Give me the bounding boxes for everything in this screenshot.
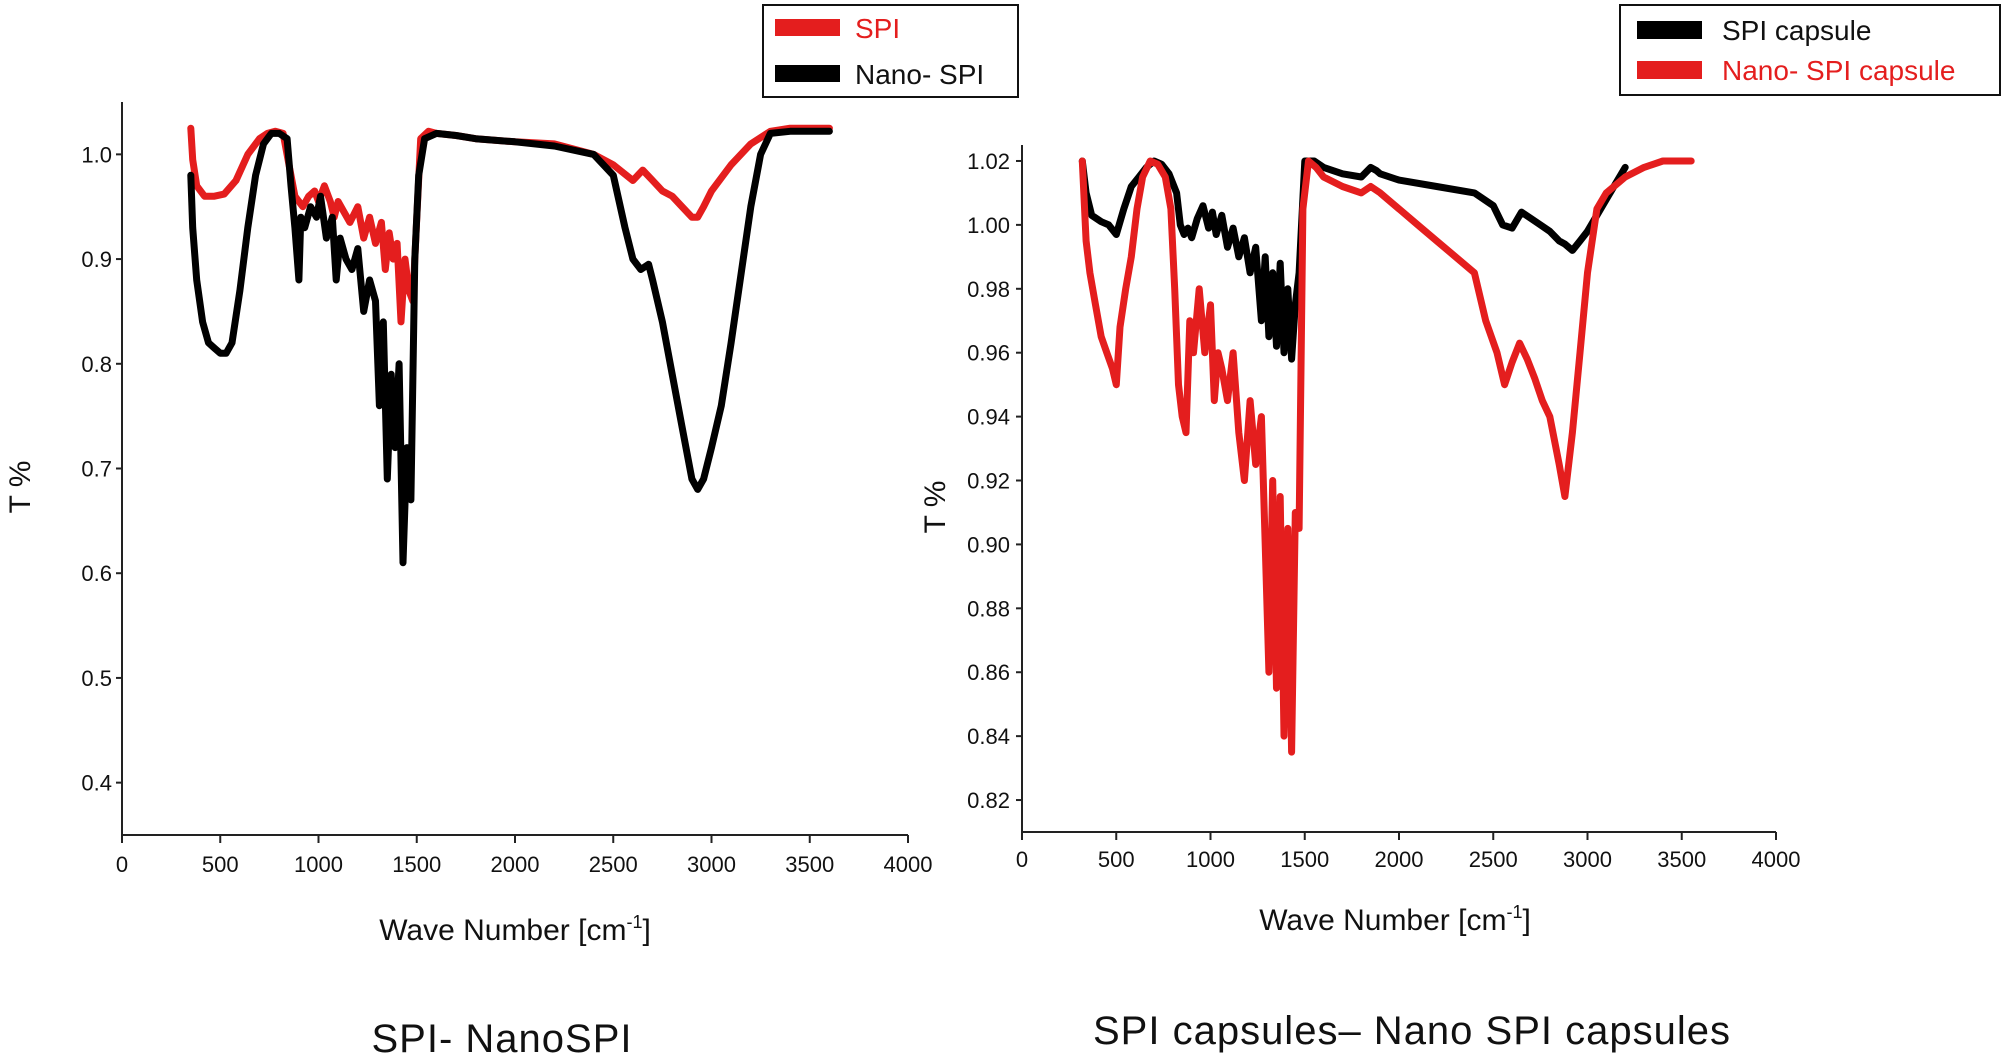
legend-label-spi-capsule: SPI capsule <box>1722 15 1871 46</box>
x-tick-label: 3000 <box>687 852 736 877</box>
y-tick-label: 0.84 <box>967 724 1010 749</box>
plot-area-spi-nanospi <box>187 124 833 567</box>
x-tick-label: 2500 <box>589 852 638 877</box>
x-tick-label: 1500 <box>1280 847 1329 872</box>
y-tick-label: 0.8 <box>81 352 112 377</box>
x-tick-label: 3500 <box>785 852 834 877</box>
legend-label-nano-spi-capsule: Nano- SPI capsule <box>1722 55 1955 86</box>
y-tick-label: 1.02 <box>967 149 1010 174</box>
y-tick-label: 0.9 <box>81 247 112 272</box>
legend-swatch-nano-spi-capsule <box>1637 61 1702 79</box>
y-tick-label: 0.88 <box>967 596 1010 621</box>
x-axis-title-sup: -1 <box>626 912 642 932</box>
x-tick-label: 500 <box>202 852 239 877</box>
chart-caption: SPI- NanoSPI <box>371 1017 632 1061</box>
y-tick-label: 0.94 <box>967 405 1010 430</box>
x-axis-title-close: ] <box>642 914 650 947</box>
x-tick-label: 3500 <box>1657 847 1706 872</box>
chart-caption: SPI capsules– Nano SPI capsules <box>1093 1009 1731 1053</box>
x-tick-label: 0 <box>116 852 128 877</box>
y-ticks: 0.82 0.84 0.86 0.88 0.90 0.92 0.94 0.96 0.98 1.00… <box>967 149 1022 813</box>
y-tick-label: 0.92 <box>967 469 1010 494</box>
y-axis-title: T % <box>919 481 952 534</box>
legend-label-spi: SPI <box>855 13 900 44</box>
chart-spi-nanospi: 0 500 1000 1500 2000 2500 3000 3500 4000 0.40.50… <box>4 4 1019 1061</box>
x-tick-label: 2000 <box>1375 847 1424 872</box>
y-tick-label: 0.90 <box>967 532 1010 557</box>
y-tick-label: 0.82 <box>967 788 1010 813</box>
x-tick-label: 4000 <box>884 852 933 877</box>
series-line-nano-spi <box>187 127 833 567</box>
y-tick-label: 0.98 <box>967 277 1010 302</box>
y-tick-label: 1.00 <box>967 213 1010 238</box>
legend: SPI Nano- SPI <box>762 4 1019 98</box>
y-tick-label: 1.0 <box>81 142 112 167</box>
legend-swatch-spi-capsule <box>1637 21 1702 39</box>
x-axis-title: Wave Number [cm-1] <box>379 912 651 947</box>
plot-area-spi-capsules <box>1078 157 1695 756</box>
x-tick-label: 0 <box>1016 847 1028 872</box>
x-tick-label: 2000 <box>491 852 540 877</box>
x-tick-label: 1000 <box>1186 847 1235 872</box>
y-tick-label: 0.86 <box>967 660 1010 685</box>
x-axis-title-close: ] <box>1522 904 1530 937</box>
y-axis-title: T % <box>4 461 37 514</box>
x-ticks: 0 500 1000 1500 2000 2500 3000 3500 4000 <box>1016 832 1801 872</box>
y-tick-label: 0.5 <box>81 666 112 691</box>
x-ticks: 0 500 1000 1500 2000 2500 3000 3500 4000 <box>116 835 933 877</box>
x-tick-label: 4000 <box>1752 847 1801 872</box>
x-tick-label: 1500 <box>392 852 441 877</box>
legend: SPI capsule Nano- SPI capsule <box>1619 4 2001 96</box>
x-axis-title-main: Wave Number [cm <box>379 914 626 947</box>
x-tick-label: 3000 <box>1563 847 1612 872</box>
x-tick-label: 1000 <box>294 852 343 877</box>
legend-label-nano-spi: Nano- SPI <box>855 59 984 90</box>
chart-spi-capsules: 0 500 1000 1500 2000 2500 3000 3500 4000 0.820.8… <box>919 4 2001 1053</box>
x-tick-label: 500 <box>1098 847 1135 872</box>
legend-swatch-nano-spi <box>775 65 840 82</box>
legend-swatch-spi <box>775 19 840 36</box>
y-tick-label: 0.96 <box>967 341 1010 366</box>
x-tick-label: 2500 <box>1469 847 1518 872</box>
legend-box <box>1619 4 2001 96</box>
x-axis-title-main: Wave Number [cm <box>1259 904 1506 937</box>
y-ticks: 0.4 0.5 0.6 0.7 0.8 0.9 1.0 <box>81 142 122 796</box>
y-tick-label: 0.4 <box>81 771 112 796</box>
y-tick-label: 0.7 <box>81 457 112 482</box>
y-tick-label: 0.6 <box>81 561 112 586</box>
x-axis-title-sup: -1 <box>1506 902 1522 922</box>
series-line-nano-spi-capsule <box>1078 157 1695 756</box>
x-axis-title: Wave Number [cm-1] <box>1259 902 1531 937</box>
